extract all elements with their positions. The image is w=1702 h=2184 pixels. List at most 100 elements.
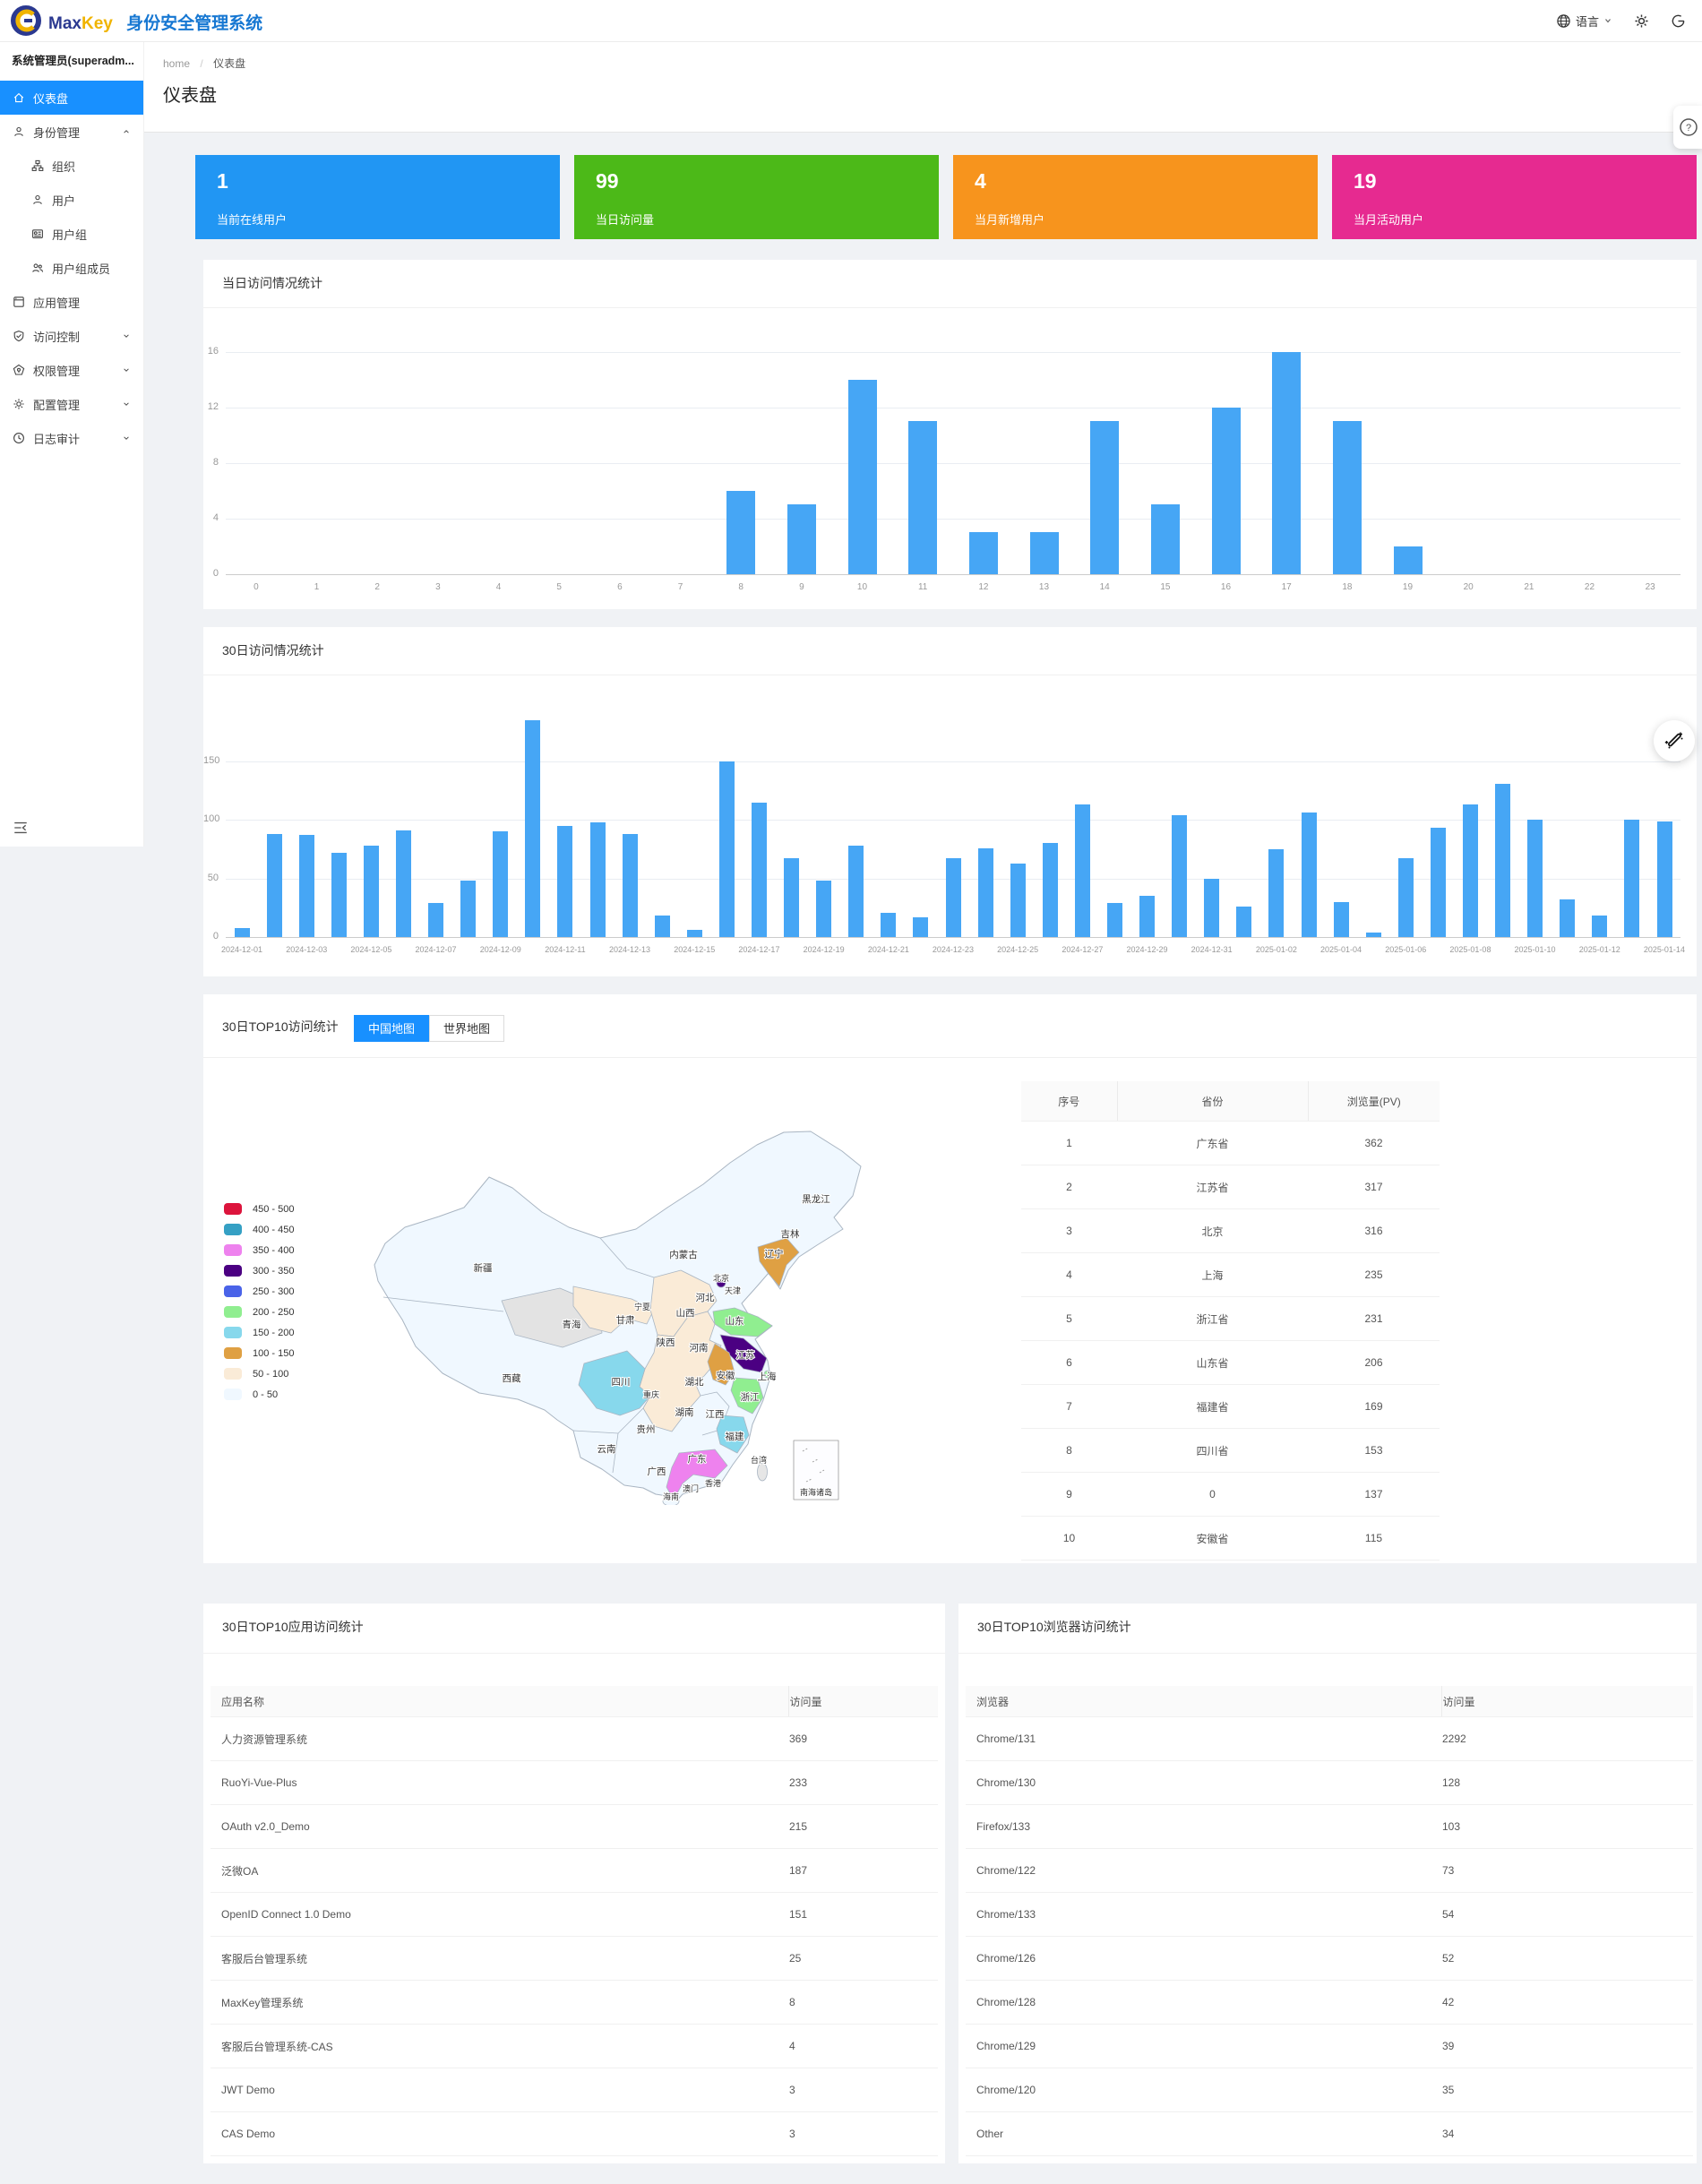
logout-button[interactable] bbox=[1671, 13, 1686, 29]
breadcrumb: home / 仪表盘 bbox=[163, 57, 246, 70]
sidebar-subitem-用户[interactable]: 用户 bbox=[0, 183, 143, 217]
chart-bar bbox=[848, 846, 864, 937]
province-fujian bbox=[716, 1414, 750, 1454]
legend-item[interactable]: 50 - 100 bbox=[224, 1363, 294, 1384]
table-row: 1 广东省 362 bbox=[1021, 1121, 1440, 1165]
chevUp-icon bbox=[124, 130, 129, 133]
breadcrumb-home[interactable]: home bbox=[163, 57, 191, 70]
table-cell: Other bbox=[966, 2111, 1441, 2156]
language-label: 语言 bbox=[1575, 14, 1599, 29]
table-cell: 3 bbox=[1021, 1208, 1117, 1253]
legend-range: 450 - 500 bbox=[253, 1203, 295, 1215]
magic-wand-icon bbox=[1664, 732, 1683, 749]
legend-item[interactable]: 350 - 400 bbox=[224, 1240, 294, 1260]
table-cell: 上海 bbox=[1117, 1252, 1308, 1297]
tab-china-map[interactable]: 中国地图 bbox=[354, 1015, 430, 1042]
sidebar-item-仪表盘[interactable]: 仪表盘 bbox=[0, 81, 143, 115]
help-float-button[interactable]: ? bbox=[1673, 106, 1702, 149]
sidebar-subitem-组织[interactable]: 组织 bbox=[0, 149, 143, 183]
table-cell: 四川省 bbox=[1117, 1428, 1308, 1473]
settings-button[interactable] bbox=[1634, 13, 1649, 29]
legend-item[interactable]: 400 - 450 bbox=[224, 1219, 294, 1240]
tab-world-map[interactable]: 世界地图 bbox=[429, 1015, 505, 1042]
chart-bar bbox=[881, 913, 897, 937]
table-cell: 103 bbox=[1441, 1804, 1693, 1849]
table-cell: RuoYi-Vue-Plus bbox=[211, 1760, 788, 1805]
apps-table: 应用名称 访问量 人力资源管理系统 369 RuoYi-Vue-Plus 233 OAuth… bbox=[211, 1686, 938, 2156]
x-axis-label: 2024-12-29 bbox=[1126, 945, 1168, 954]
table-cell: 54 bbox=[1441, 1892, 1693, 1937]
sidebar-subitem-用户组[interactable]: 用户组 bbox=[0, 217, 143, 251]
legend-range: 350 - 400 bbox=[253, 1244, 295, 1256]
table-cell: 231 bbox=[1308, 1296, 1440, 1341]
table-cell: 137 bbox=[1308, 1472, 1440, 1517]
table-row: 3 北京 316 bbox=[1021, 1208, 1440, 1253]
table-cell: 8 bbox=[788, 1980, 938, 2025]
x-axis-label: 2024-12-05 bbox=[350, 945, 392, 954]
sidebar-item-配置管理[interactable]: 配置管理 bbox=[0, 387, 143, 421]
sidebar-item-访问控制[interactable]: 访问控制 bbox=[0, 319, 143, 353]
chart-bar bbox=[787, 504, 816, 574]
page-title: 仪表盘 bbox=[163, 86, 217, 106]
legend-item[interactable]: 150 - 200 bbox=[224, 1322, 294, 1343]
map-card-title: 30日TOP10访问统计 bbox=[222, 1019, 339, 1034]
x-axis-label: 2025-01-12 bbox=[1578, 945, 1620, 954]
province-label: 新疆 bbox=[474, 1262, 493, 1274]
sidebar-item-身份管理[interactable]: 身份管理 bbox=[0, 115, 143, 149]
identity-icon bbox=[14, 126, 23, 136]
x-axis-label: 2 bbox=[374, 582, 380, 592]
legend-swatch bbox=[224, 1389, 242, 1400]
chart-bar bbox=[460, 881, 477, 937]
language-menu[interactable]: 语言 bbox=[1556, 13, 1612, 30]
stat-cards: 1 当前在线用户 99 当日访问量 4 当月新增用户 19 当月活动用户 bbox=[195, 155, 1697, 239]
x-axis-label: 8 bbox=[738, 582, 744, 592]
china-map[interactable]: 黑龙江 吉林 辽宁 内蒙古 新疆 北京 天津 河北 宁夏 山西 甘肃 青海 山东 陕西 河南 江苏 西藏 四川 湖北… bbox=[358, 1111, 878, 1507]
legend-item[interactable]: 100 - 150 bbox=[224, 1343, 294, 1363]
table-header-row: 序号 省份 浏览量(PV) bbox=[1021, 1081, 1440, 1122]
menu-fold-icon[interactable] bbox=[13, 820, 29, 836]
x-axis-label: 16 bbox=[1220, 582, 1232, 592]
home-icon bbox=[13, 92, 24, 103]
sidebar-item-应用管理[interactable]: 应用管理 bbox=[0, 285, 143, 319]
legend-item[interactable]: 250 - 300 bbox=[224, 1281, 294, 1302]
legend-item[interactable]: 0 - 50 bbox=[224, 1384, 294, 1405]
chart-bar bbox=[363, 846, 379, 937]
x-axis-label: 2025-01-02 bbox=[1255, 945, 1297, 954]
x-axis-label: 21 bbox=[1524, 582, 1534, 592]
table-cell: Chrome/133 bbox=[966, 1892, 1441, 1937]
data-table: 应用名称 访问量 人力资源管理系统 369 RuoYi-Vue-Plus 233 OAuth… bbox=[211, 1686, 938, 2156]
table-row: Other 34 bbox=[966, 2111, 1693, 2156]
sidebar-subitem-label: 组织 bbox=[52, 159, 76, 174]
chart-bar bbox=[654, 916, 670, 937]
column-header: 序号 bbox=[1021, 1081, 1117, 1122]
legend-item[interactable]: 200 - 250 bbox=[224, 1302, 294, 1322]
chart-bar bbox=[1430, 828, 1446, 937]
sidebar-item-权限管理[interactable]: 权限管理 bbox=[0, 353, 143, 387]
province-label: 云南 bbox=[597, 1443, 616, 1455]
sidebar-subitem-label: 用户组成员 bbox=[52, 262, 111, 276]
table-row: OpenID Connect 1.0 Demo 151 bbox=[211, 1892, 938, 1937]
legend-range: 200 - 250 bbox=[253, 1306, 295, 1318]
y-axis-label: 12 bbox=[207, 401, 219, 412]
theme-float-button[interactable] bbox=[1654, 720, 1695, 761]
province-gansu-ningxia bbox=[572, 1285, 655, 1334]
chart-bar bbox=[493, 831, 509, 937]
table-cell: 北京 bbox=[1117, 1208, 1308, 1253]
chart-bar bbox=[686, 930, 702, 937]
sidebar-item-日志审计[interactable]: 日志审计 bbox=[0, 421, 143, 455]
x-axis-label: 3 bbox=[435, 582, 441, 592]
chart-bar bbox=[908, 421, 938, 574]
stat-value: 99 bbox=[596, 169, 619, 193]
table-cell: 35 bbox=[1441, 2068, 1693, 2112]
table-cell: 7 bbox=[1021, 1384, 1117, 1429]
table-cell: 42 bbox=[1441, 1980, 1693, 2025]
legend-item[interactable]: 300 - 350 bbox=[224, 1260, 294, 1281]
org-icon bbox=[31, 159, 44, 171]
legend-item[interactable]: 450 - 500 bbox=[224, 1199, 294, 1219]
province-shandong bbox=[712, 1307, 773, 1337]
chart-bar bbox=[525, 720, 541, 937]
legend-swatch bbox=[224, 1327, 242, 1338]
legend-swatch bbox=[224, 1306, 242, 1318]
sidebar-subitem-用户组成员[interactable]: 用户组成员 bbox=[0, 251, 143, 285]
chart-bar bbox=[1560, 899, 1576, 937]
